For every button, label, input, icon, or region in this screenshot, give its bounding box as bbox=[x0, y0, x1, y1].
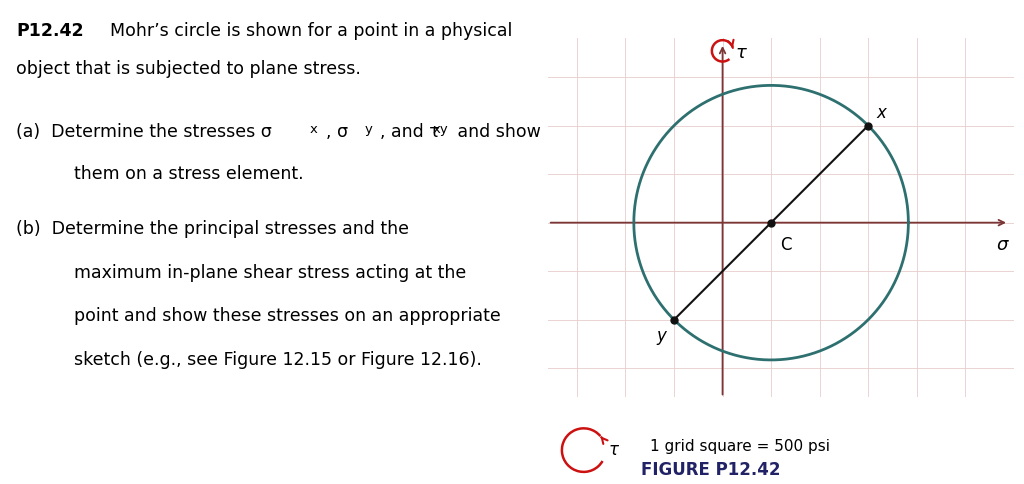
Text: y: y bbox=[365, 123, 372, 136]
Text: maximum in-plane shear stress acting at the: maximum in-plane shear stress acting at … bbox=[74, 264, 466, 282]
Text: y: y bbox=[656, 328, 667, 346]
Text: P12.42: P12.42 bbox=[16, 22, 84, 40]
Text: x: x bbox=[309, 123, 317, 136]
Text: FIGURE P12.42: FIGURE P12.42 bbox=[641, 461, 780, 479]
Text: , and τ: , and τ bbox=[380, 123, 439, 141]
Text: , σ: , σ bbox=[326, 123, 348, 141]
Text: (b)  Determine the principal stresses and the: (b) Determine the principal stresses and… bbox=[16, 220, 410, 238]
Text: (a)  Determine the stresses σ: (a) Determine the stresses σ bbox=[16, 123, 272, 141]
Text: and show: and show bbox=[452, 123, 541, 141]
Text: object that is subjected to plane stress.: object that is subjected to plane stress… bbox=[16, 60, 361, 78]
Text: xy: xy bbox=[433, 123, 449, 136]
Text: C: C bbox=[780, 236, 792, 254]
Text: x: x bbox=[877, 104, 887, 121]
Text: Mohr’s circle is shown for a point in a physical: Mohr’s circle is shown for a point in a … bbox=[110, 22, 512, 40]
Text: point and show these stresses on an appropriate: point and show these stresses on an appr… bbox=[74, 307, 501, 325]
Text: τ: τ bbox=[608, 441, 618, 459]
Text: σ: σ bbox=[996, 236, 1008, 254]
Text: 1 grid square = 500 psi: 1 grid square = 500 psi bbox=[650, 439, 830, 454]
Text: sketch (e.g., see Figure 12.15 or Figure 12.16).: sketch (e.g., see Figure 12.15 or Figure… bbox=[74, 351, 482, 369]
Text: τ: τ bbox=[735, 44, 746, 62]
Text: them on a stress element.: them on a stress element. bbox=[74, 165, 303, 182]
